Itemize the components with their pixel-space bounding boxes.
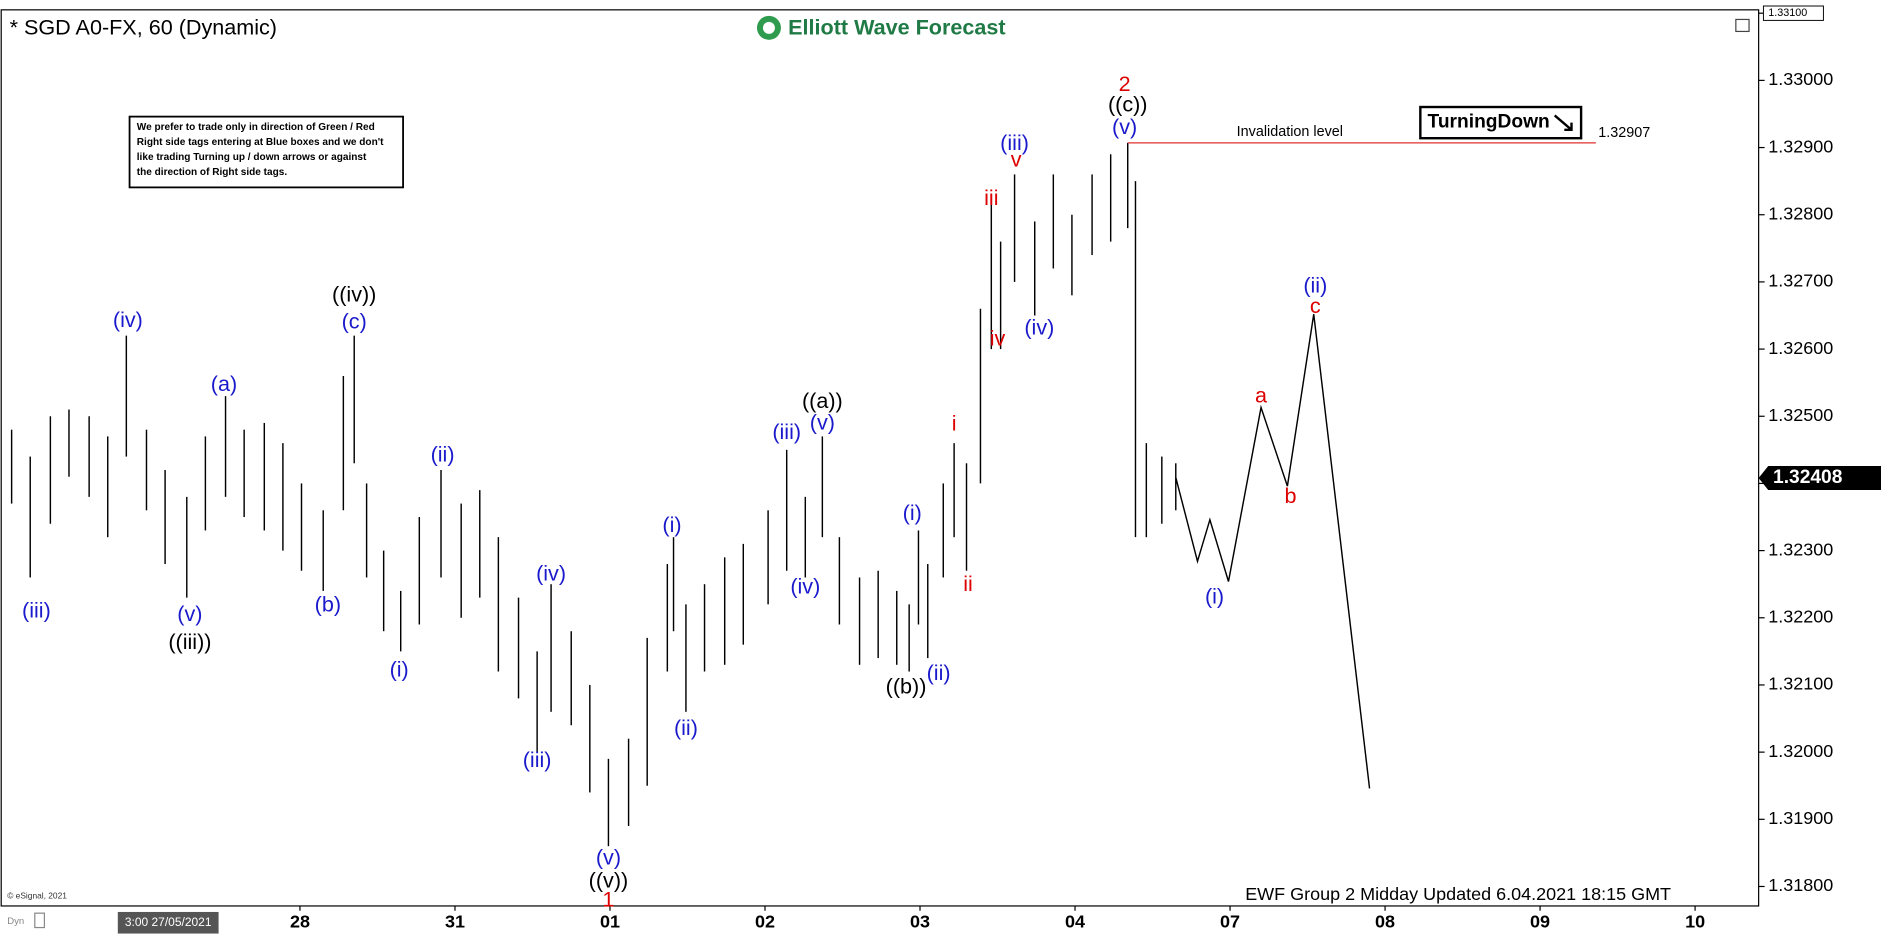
wave-label: ((b))	[886, 673, 927, 698]
y-tick-label: 1.32300	[1768, 539, 1833, 559]
invalidation-value: 1.32907	[1598, 125, 1650, 141]
y-tick-label: 1.32600	[1768, 338, 1833, 358]
note-line: the direction of Right side tags.	[137, 167, 288, 178]
wave-label: (iv)	[1024, 315, 1054, 340]
corner-label: Dyn	[7, 916, 24, 927]
window-button	[1735, 18, 1750, 33]
wave-label: iii	[984, 185, 998, 210]
wave-label: v	[1011, 147, 1022, 172]
wave-label: b	[1284, 483, 1296, 508]
wave-label: iv	[990, 325, 1006, 350]
note-line: Right side tags entering at Blue boxes a…	[137, 137, 384, 148]
x-tick-label: 07	[1220, 912, 1240, 932]
invalidation-label: Invalidation level	[1237, 124, 1343, 140]
x-tick-label: 08	[1375, 912, 1395, 932]
copyright: © eSignal, 2021	[7, 891, 67, 901]
wave-label: 1	[602, 886, 614, 911]
note-box	[128, 115, 404, 189]
y-tick-label: 1.32800	[1768, 203, 1833, 223]
wave-label: a	[1255, 382, 1267, 407]
corner-icon	[34, 912, 45, 929]
footer: EWF Group 2 Midday Updated 6.04.2021 18:…	[1245, 884, 1671, 904]
wave-label: (ii)	[1303, 272, 1327, 297]
x-tick-label: 3:00 27/05/2021	[125, 915, 212, 929]
wave-label: (v)	[810, 409, 835, 434]
wave-label: (i)	[903, 500, 922, 525]
wave-label: (iv)	[790, 573, 820, 598]
y-tick-label: 1.32200	[1768, 607, 1833, 627]
x-tick-label: 02	[755, 912, 775, 932]
note-line: like trading Turning up / down arrows or…	[137, 152, 367, 163]
wave-label: (i)	[662, 512, 681, 537]
wave-label: (iv)	[536, 560, 566, 585]
wave-label: ((iii))	[168, 629, 211, 654]
wave-label: ((a))	[802, 388, 843, 413]
wave-label: (ii)	[674, 715, 698, 740]
wave-label: c	[1310, 293, 1321, 318]
x-tick-label: 09	[1530, 912, 1550, 932]
wave-label: (iii)	[22, 597, 51, 622]
chart-title: * SGD A0-FX, 60 (Dynamic)	[10, 15, 277, 40]
x-tick-label: 03	[910, 912, 930, 932]
last-price-box	[1758, 466, 1881, 491]
signal-arrow	[1553, 114, 1573, 132]
wave-label: (iii)	[772, 419, 801, 444]
wave-label: (iv)	[113, 307, 143, 332]
y-tick-label: 1.32700	[1768, 271, 1833, 291]
x-tick-label: 28	[290, 912, 310, 932]
wave-label: (v)	[596, 845, 621, 870]
wave-label: (i)	[390, 657, 409, 682]
y-tick-label: 1.31800	[1768, 875, 1833, 895]
wave-label: ii	[963, 571, 973, 596]
wave-label: ((iv))	[332, 282, 376, 307]
y-tick-label: 1.32100	[1768, 674, 1833, 694]
note-line: We prefer to trade only in direction of …	[137, 122, 375, 133]
signal: TurningDown	[1428, 112, 1550, 133]
y-tick-label: 1.33100	[1768, 7, 1807, 19]
wave-label: (ii)	[431, 442, 455, 467]
wave-label: ((v))	[589, 867, 629, 892]
x-tick-label: 01	[600, 912, 620, 932]
cursor-box	[117, 911, 219, 934]
wave-label: i	[952, 411, 957, 436]
y-tick-box	[1762, 5, 1824, 21]
y-tick-label: 1.32900	[1768, 136, 1833, 156]
x-tick-label: 10	[1685, 912, 1705, 932]
y-tick-label: 1.31900	[1768, 808, 1833, 828]
plot-frame	[0, 9, 1760, 907]
wave-label: 2	[1119, 71, 1131, 96]
note: We prefer to trade only in direction of …	[137, 122, 384, 178]
wave-label: (iii)	[523, 747, 552, 772]
last-price-label: 1.32408	[1773, 467, 1843, 488]
y-tick-label: 1.32000	[1768, 741, 1833, 761]
wave-label: (i)	[1205, 583, 1224, 608]
x-tick-label: 04	[1065, 912, 1085, 932]
wave-label: (ii)	[927, 660, 951, 685]
y-tick-label: 1.33000	[1768, 69, 1833, 89]
wave-label: (v)	[1112, 114, 1137, 139]
signal-box	[1419, 105, 1583, 140]
wave-label: (iii)	[1000, 130, 1029, 155]
wave-label: (a)	[211, 371, 237, 396]
brand: Elliott Wave Forecast	[788, 15, 1005, 40]
wave-label: (v)	[177, 601, 202, 626]
y-tick-label: 1.32500	[1768, 405, 1833, 425]
projection-line	[1175, 314, 1371, 789]
wave-label: (c)	[342, 309, 367, 334]
brand-logo-inner	[762, 21, 775, 34]
wave-label: ((c))	[1108, 92, 1148, 117]
wave-label: (b)	[315, 591, 341, 616]
x-tick-label: 31	[445, 912, 465, 932]
